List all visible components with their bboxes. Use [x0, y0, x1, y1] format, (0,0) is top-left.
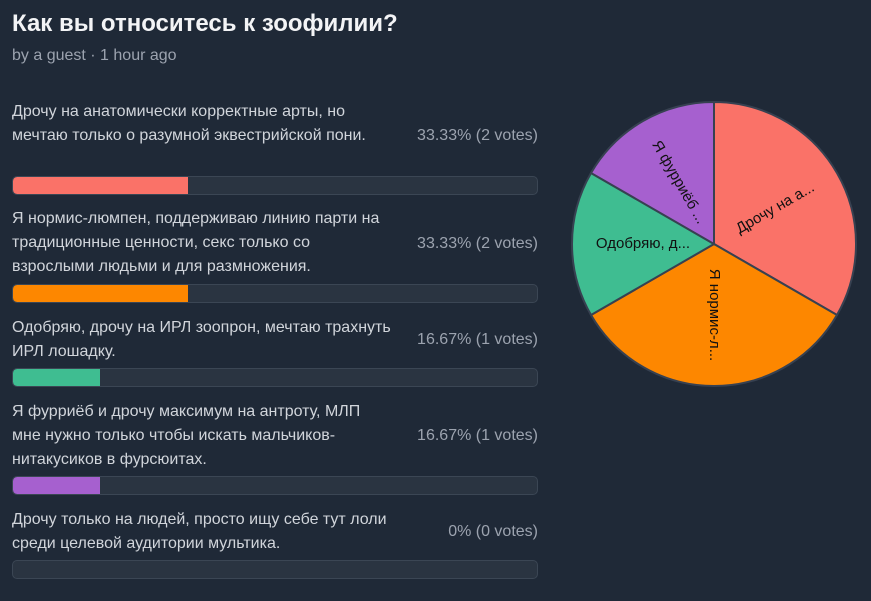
poll-meta: by a guest · 1 hour ago [12, 47, 177, 64]
option-text: Дрочу на анатомически корректные арты, н… [12, 103, 366, 144]
option-stats: 0% (0 votes) [448, 523, 538, 540]
option-bar-track [12, 560, 538, 579]
option-bar-track [12, 368, 538, 387]
option-text: Я нормис-люмпен, поддерживаю линию парти… [12, 210, 380, 275]
option-bar-fill [13, 369, 101, 386]
option-stats: 33.33% (2 votes) [417, 235, 538, 252]
option-stats: 16.67% (1 votes) [417, 427, 538, 444]
option-bar-track [12, 176, 538, 195]
option-bar-track [12, 284, 538, 303]
results-pie-chart: Дрочу на а... Я нормис-л... Одобряю, д... Я… [570, 100, 858, 388]
pie-slice-label: Я нормис-л... [706, 269, 723, 361]
option-bar-fill [13, 285, 188, 302]
option-text: Одобряю, дрочу на ИРЛ зоопрон, мечтаю тр… [12, 319, 391, 360]
option-bar-track [12, 476, 538, 495]
pie-slice [589, 100, 715, 246]
option-stats: 16.67% (1 votes) [417, 331, 538, 348]
pie-slice-label: Одобряю, д... [596, 235, 690, 252]
option-stats: 33.33% (2 votes) [417, 127, 538, 144]
poll-title: Как вы относитесь к зоофилии? [12, 10, 398, 37]
option-bar-fill [13, 177, 188, 194]
option-text: Я фурриёб и дрочу максимум на антроту, М… [12, 403, 361, 468]
option-bar-fill [13, 477, 101, 494]
option-text: Дрочу только на людей, просто ищу себе т… [12, 511, 387, 552]
pie-chart-svg: Дрочу на а...Я нормис-л...Одобряю, д...Я… [571, 100, 857, 387]
pie-slice [571, 171, 716, 317]
pie-slice [713, 100, 857, 317]
